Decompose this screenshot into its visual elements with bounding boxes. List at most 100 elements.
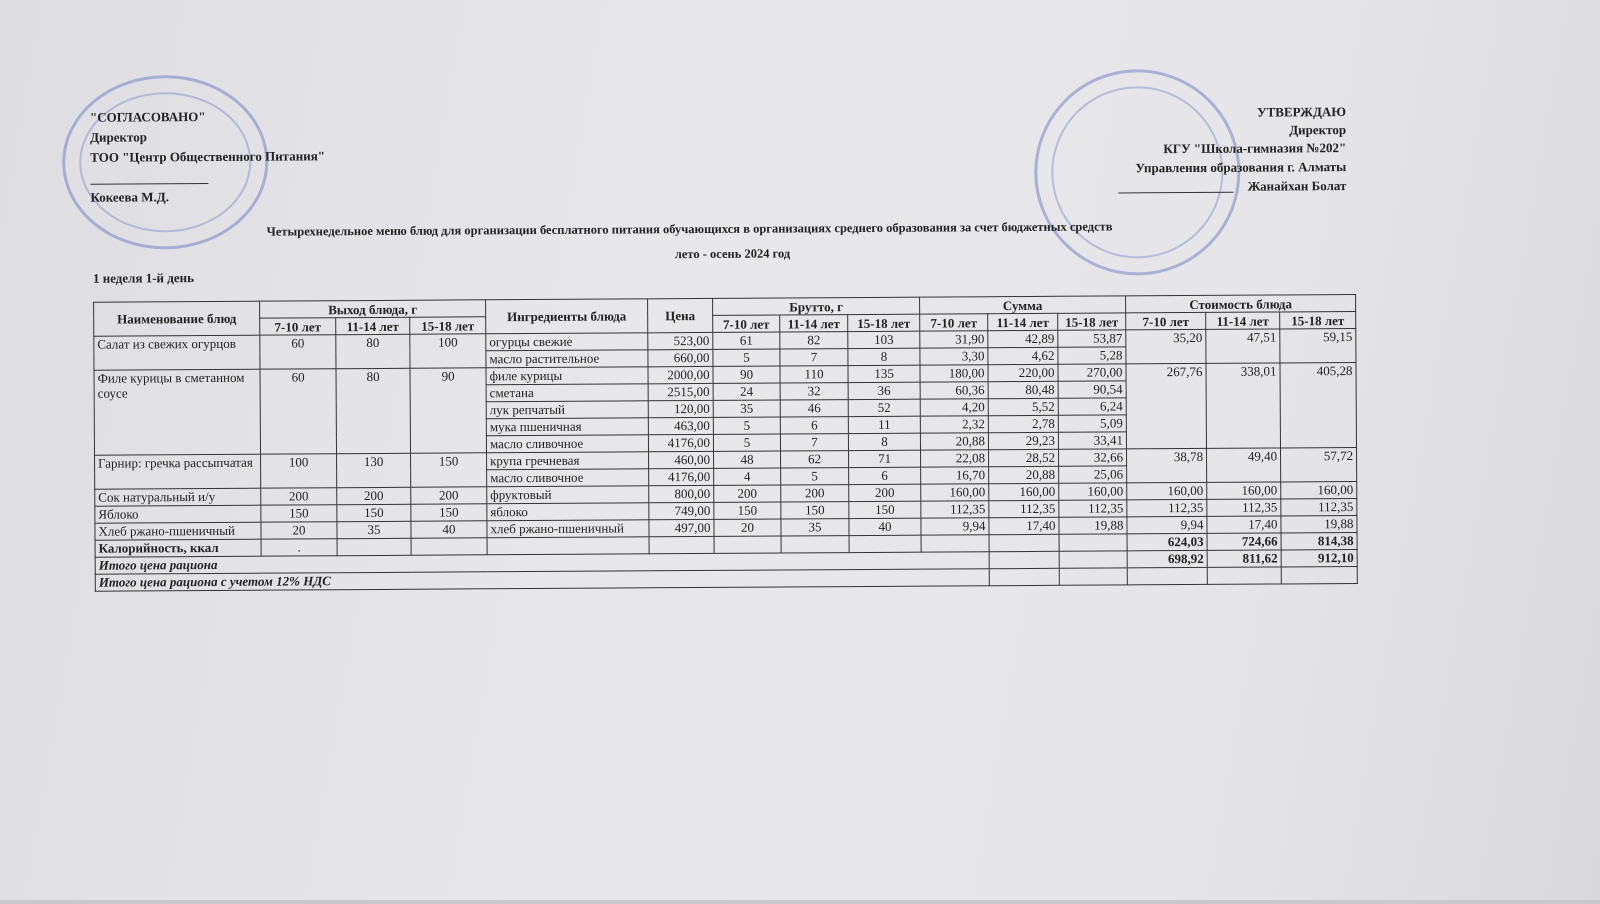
gross-weight: 5 xyxy=(780,467,849,486)
dish-yield: 60 xyxy=(259,368,337,455)
empty-cell xyxy=(1127,567,1208,585)
empty-cell xyxy=(989,551,1060,569)
ingredient-price: 2515,00 xyxy=(648,383,714,401)
dish-cost: 160,00 xyxy=(1280,481,1357,499)
ingredient-price: 460,00 xyxy=(648,451,714,469)
ingredient-price: 749,00 xyxy=(648,502,714,520)
ingredient-sum: 80,48 xyxy=(988,381,1059,399)
gross-weight: 7 xyxy=(779,348,848,367)
ingredient-price: 523,00 xyxy=(647,332,713,350)
left-role: Директор xyxy=(90,129,147,145)
empty-cell xyxy=(1281,566,1358,584)
ingredient-sum: 53,87 xyxy=(1057,329,1126,348)
gross-weight: 90 xyxy=(712,366,781,384)
ingredient-sum: 112,35 xyxy=(988,500,1059,518)
ingredient-sum: 17,40 xyxy=(988,517,1060,535)
gross-weight: 6 xyxy=(848,467,921,485)
header-sum: Сумма xyxy=(919,295,1126,315)
dish-cost: 405,28 xyxy=(1279,362,1357,448)
ingredient-price: 4176,00 xyxy=(648,468,714,486)
header-age: 7-10 лет xyxy=(919,313,988,332)
left-org: ТОО "Центр Общественного Питания" xyxy=(90,148,325,165)
gross-weight: 48 xyxy=(713,451,781,469)
gross-weight: 61 xyxy=(712,332,780,350)
right-name: Жанайхан Болат xyxy=(1247,178,1347,194)
ingredient-name: огурцы свежие xyxy=(485,332,648,351)
calories-mark: . xyxy=(261,538,338,557)
ingredient-sum: 60,36 xyxy=(920,381,989,400)
dish-cost: 59,15 xyxy=(1279,328,1356,363)
ingredient-sum: 2,78 xyxy=(988,415,1059,433)
dish-yield: 200 xyxy=(410,486,487,505)
gross-weight: 8 xyxy=(848,433,921,451)
dish-name: Филе курицы в сметанном соусе xyxy=(94,369,261,456)
header-ingredients: Ингредиенты блюда xyxy=(485,298,648,334)
gross-weight: 200 xyxy=(713,485,781,503)
ingredient-price: 463,00 xyxy=(648,417,714,435)
ingredient-sum: 220,00 xyxy=(987,364,1059,382)
gross-weight: 24 xyxy=(713,383,781,401)
ingredient-name: хлеб ржано-пшеничный xyxy=(486,519,650,538)
header-age: 15-18 лет xyxy=(1279,311,1356,329)
ingredient-sum: 20,88 xyxy=(920,432,989,451)
gross-weight: 20 xyxy=(713,519,782,537)
gross-weight: 11 xyxy=(848,416,921,434)
gross-weight: 40 xyxy=(848,518,922,536)
approve-label: УТВЕРЖДАЮ xyxy=(1257,104,1346,120)
header-age: 7-10 лет xyxy=(1125,312,1206,330)
empty-cell xyxy=(714,536,782,554)
total-value: 811,62 xyxy=(1207,549,1282,568)
dish-cost: 47,51 xyxy=(1205,328,1280,364)
ingredient-sum: 4,62 xyxy=(987,347,1058,365)
empty-cell xyxy=(781,535,850,554)
gross-weight: 6 xyxy=(780,416,849,435)
dish-name: Хлеб ржано-пшеничный xyxy=(94,522,262,541)
gross-weight: 71 xyxy=(848,450,921,468)
ingredient-sum: 160,00 xyxy=(988,483,1059,501)
ingredient-name: фруктовый xyxy=(486,485,649,504)
header-dish: Наименование блюд xyxy=(93,301,260,337)
dish-yield: 150 xyxy=(410,452,487,488)
gross-weight: 200 xyxy=(780,484,849,503)
dish-yield: 200 xyxy=(260,487,337,506)
dish-yield: 150 xyxy=(410,503,487,522)
header-age: 7-10 лет xyxy=(259,317,336,336)
gross-weight: 5 xyxy=(713,417,781,435)
ingredient-sum: 5,52 xyxy=(988,398,1059,416)
header-age: 15-18 лет xyxy=(847,314,920,332)
agreed-label: "СОГЛАСОВАНО" xyxy=(89,109,206,125)
dish-yield: 100 xyxy=(409,333,486,369)
ingredient-sum: 5,28 xyxy=(1057,346,1126,365)
dish-cost: 160,00 xyxy=(1206,481,1281,500)
ingredient-sum: 42,89 xyxy=(987,330,1058,348)
gross-weight: 8 xyxy=(847,348,920,366)
dish-cost: 38,78 xyxy=(1126,448,1207,483)
empty-cell xyxy=(1059,550,1128,569)
ingredient-sum: 2,32 xyxy=(920,415,989,434)
dish-cost: 57,72 xyxy=(1280,447,1357,482)
ingredient-sum: 28,52 xyxy=(988,449,1059,467)
dish-yield: 130 xyxy=(336,453,411,488)
dish-cost: 9,94 xyxy=(1126,516,1208,534)
header-age: 11-14 лет xyxy=(335,317,410,335)
ingredient-sum: 5,09 xyxy=(1058,414,1127,433)
gross-weight: 4 xyxy=(713,468,781,486)
dish-cost: 112,35 xyxy=(1280,498,1357,516)
ingredient-name: масло сливочное xyxy=(486,468,649,487)
dish-cost: 338,01 xyxy=(1205,362,1281,449)
ingredient-price: 120,00 xyxy=(648,400,714,418)
ingredient-name: филе курицы xyxy=(485,366,649,385)
gross-weight: 46 xyxy=(780,399,849,418)
calories-label: Калорийность, ккал xyxy=(95,539,262,558)
header-age: 7-10 лет xyxy=(712,315,780,333)
ingredient-sum: 19,88 xyxy=(1058,516,1128,535)
ingredient-sum: 112,35 xyxy=(920,500,989,519)
gross-weight: 82 xyxy=(779,331,848,350)
empty-cell xyxy=(487,536,650,555)
empty-cell xyxy=(1059,533,1128,552)
header-age: 15-18 лет xyxy=(1057,312,1126,331)
dish-yield: 80 xyxy=(335,334,410,369)
ingredient-price: 660,00 xyxy=(647,349,713,367)
dish-yield: 20 xyxy=(260,521,338,540)
dish-name: Сок натуральный и/у xyxy=(94,488,261,507)
